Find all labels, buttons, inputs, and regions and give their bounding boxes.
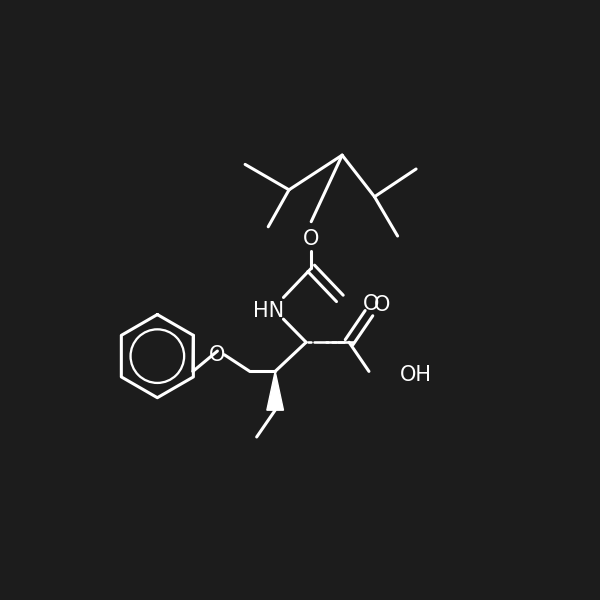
Text: O: O bbox=[209, 345, 226, 365]
Text: O: O bbox=[374, 295, 391, 316]
Text: OH: OH bbox=[400, 365, 432, 385]
Text: O: O bbox=[303, 229, 319, 249]
Polygon shape bbox=[267, 371, 283, 410]
Text: O: O bbox=[363, 294, 379, 314]
Text: HN: HN bbox=[253, 301, 284, 322]
